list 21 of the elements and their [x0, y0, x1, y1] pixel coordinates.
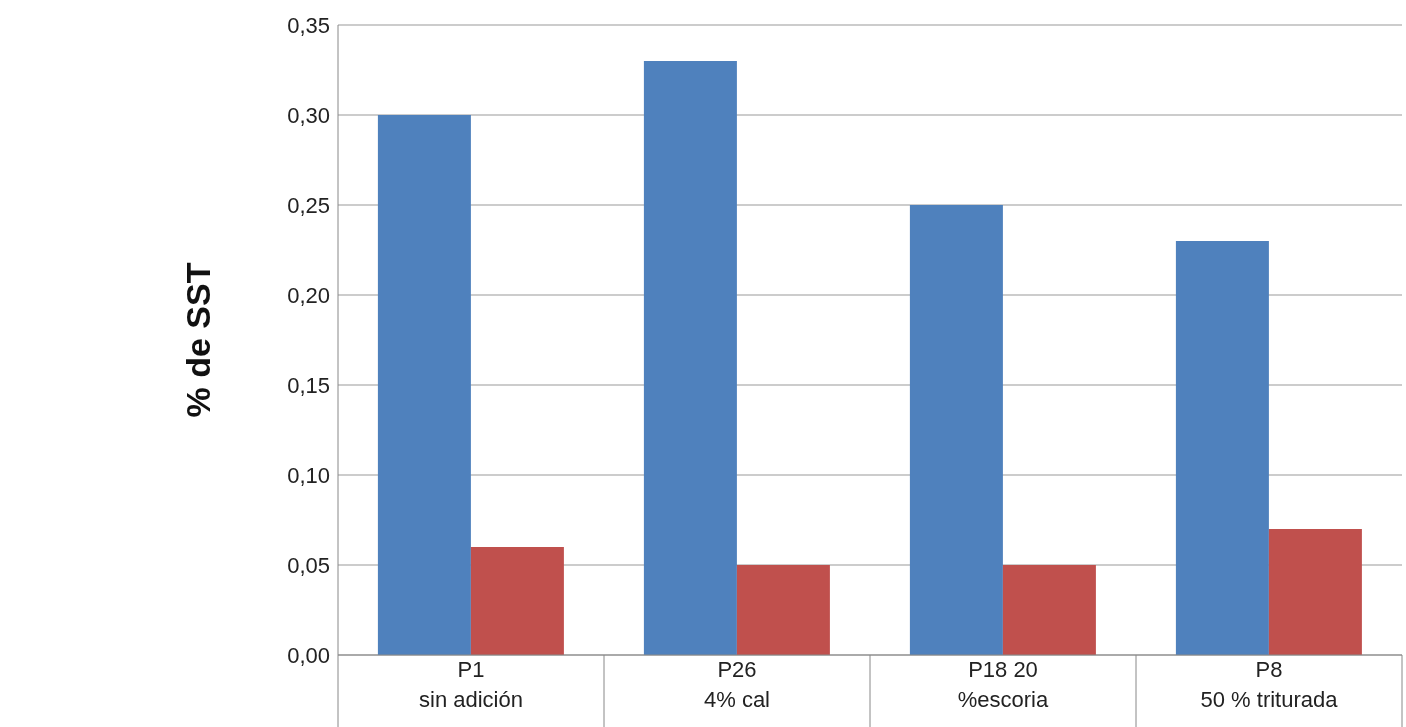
y-tick-label: 0,35 — [287, 12, 330, 38]
bar — [1002, 565, 1096, 655]
bar — [909, 205, 1003, 655]
y-tick-label: 0,05 — [287, 552, 330, 578]
x-tick-label: P18 20 %escoria — [957, 657, 1049, 712]
bar — [643, 61, 737, 655]
y-tick-label: 0,25 — [287, 192, 330, 218]
bar — [377, 115, 471, 655]
y-axis-title: % de SST — [179, 262, 218, 418]
x-tick-label: P8 50 % triturada — [1200, 657, 1339, 712]
bar — [736, 565, 830, 655]
x-tick-label: P26 4% cal — [703, 657, 771, 712]
y-tick-label: 0,00 — [287, 642, 330, 668]
bar — [1268, 529, 1362, 655]
y-tick-label: 0,30 — [287, 102, 330, 128]
bar — [1175, 241, 1269, 655]
y-tick-label: 0,15 — [287, 372, 330, 398]
bar — [470, 547, 564, 655]
y-tick-label: 0,10 — [287, 462, 330, 488]
x-tick-label: P1 sin adición — [419, 657, 523, 712]
y-tick-label: 0,20 — [287, 282, 330, 308]
